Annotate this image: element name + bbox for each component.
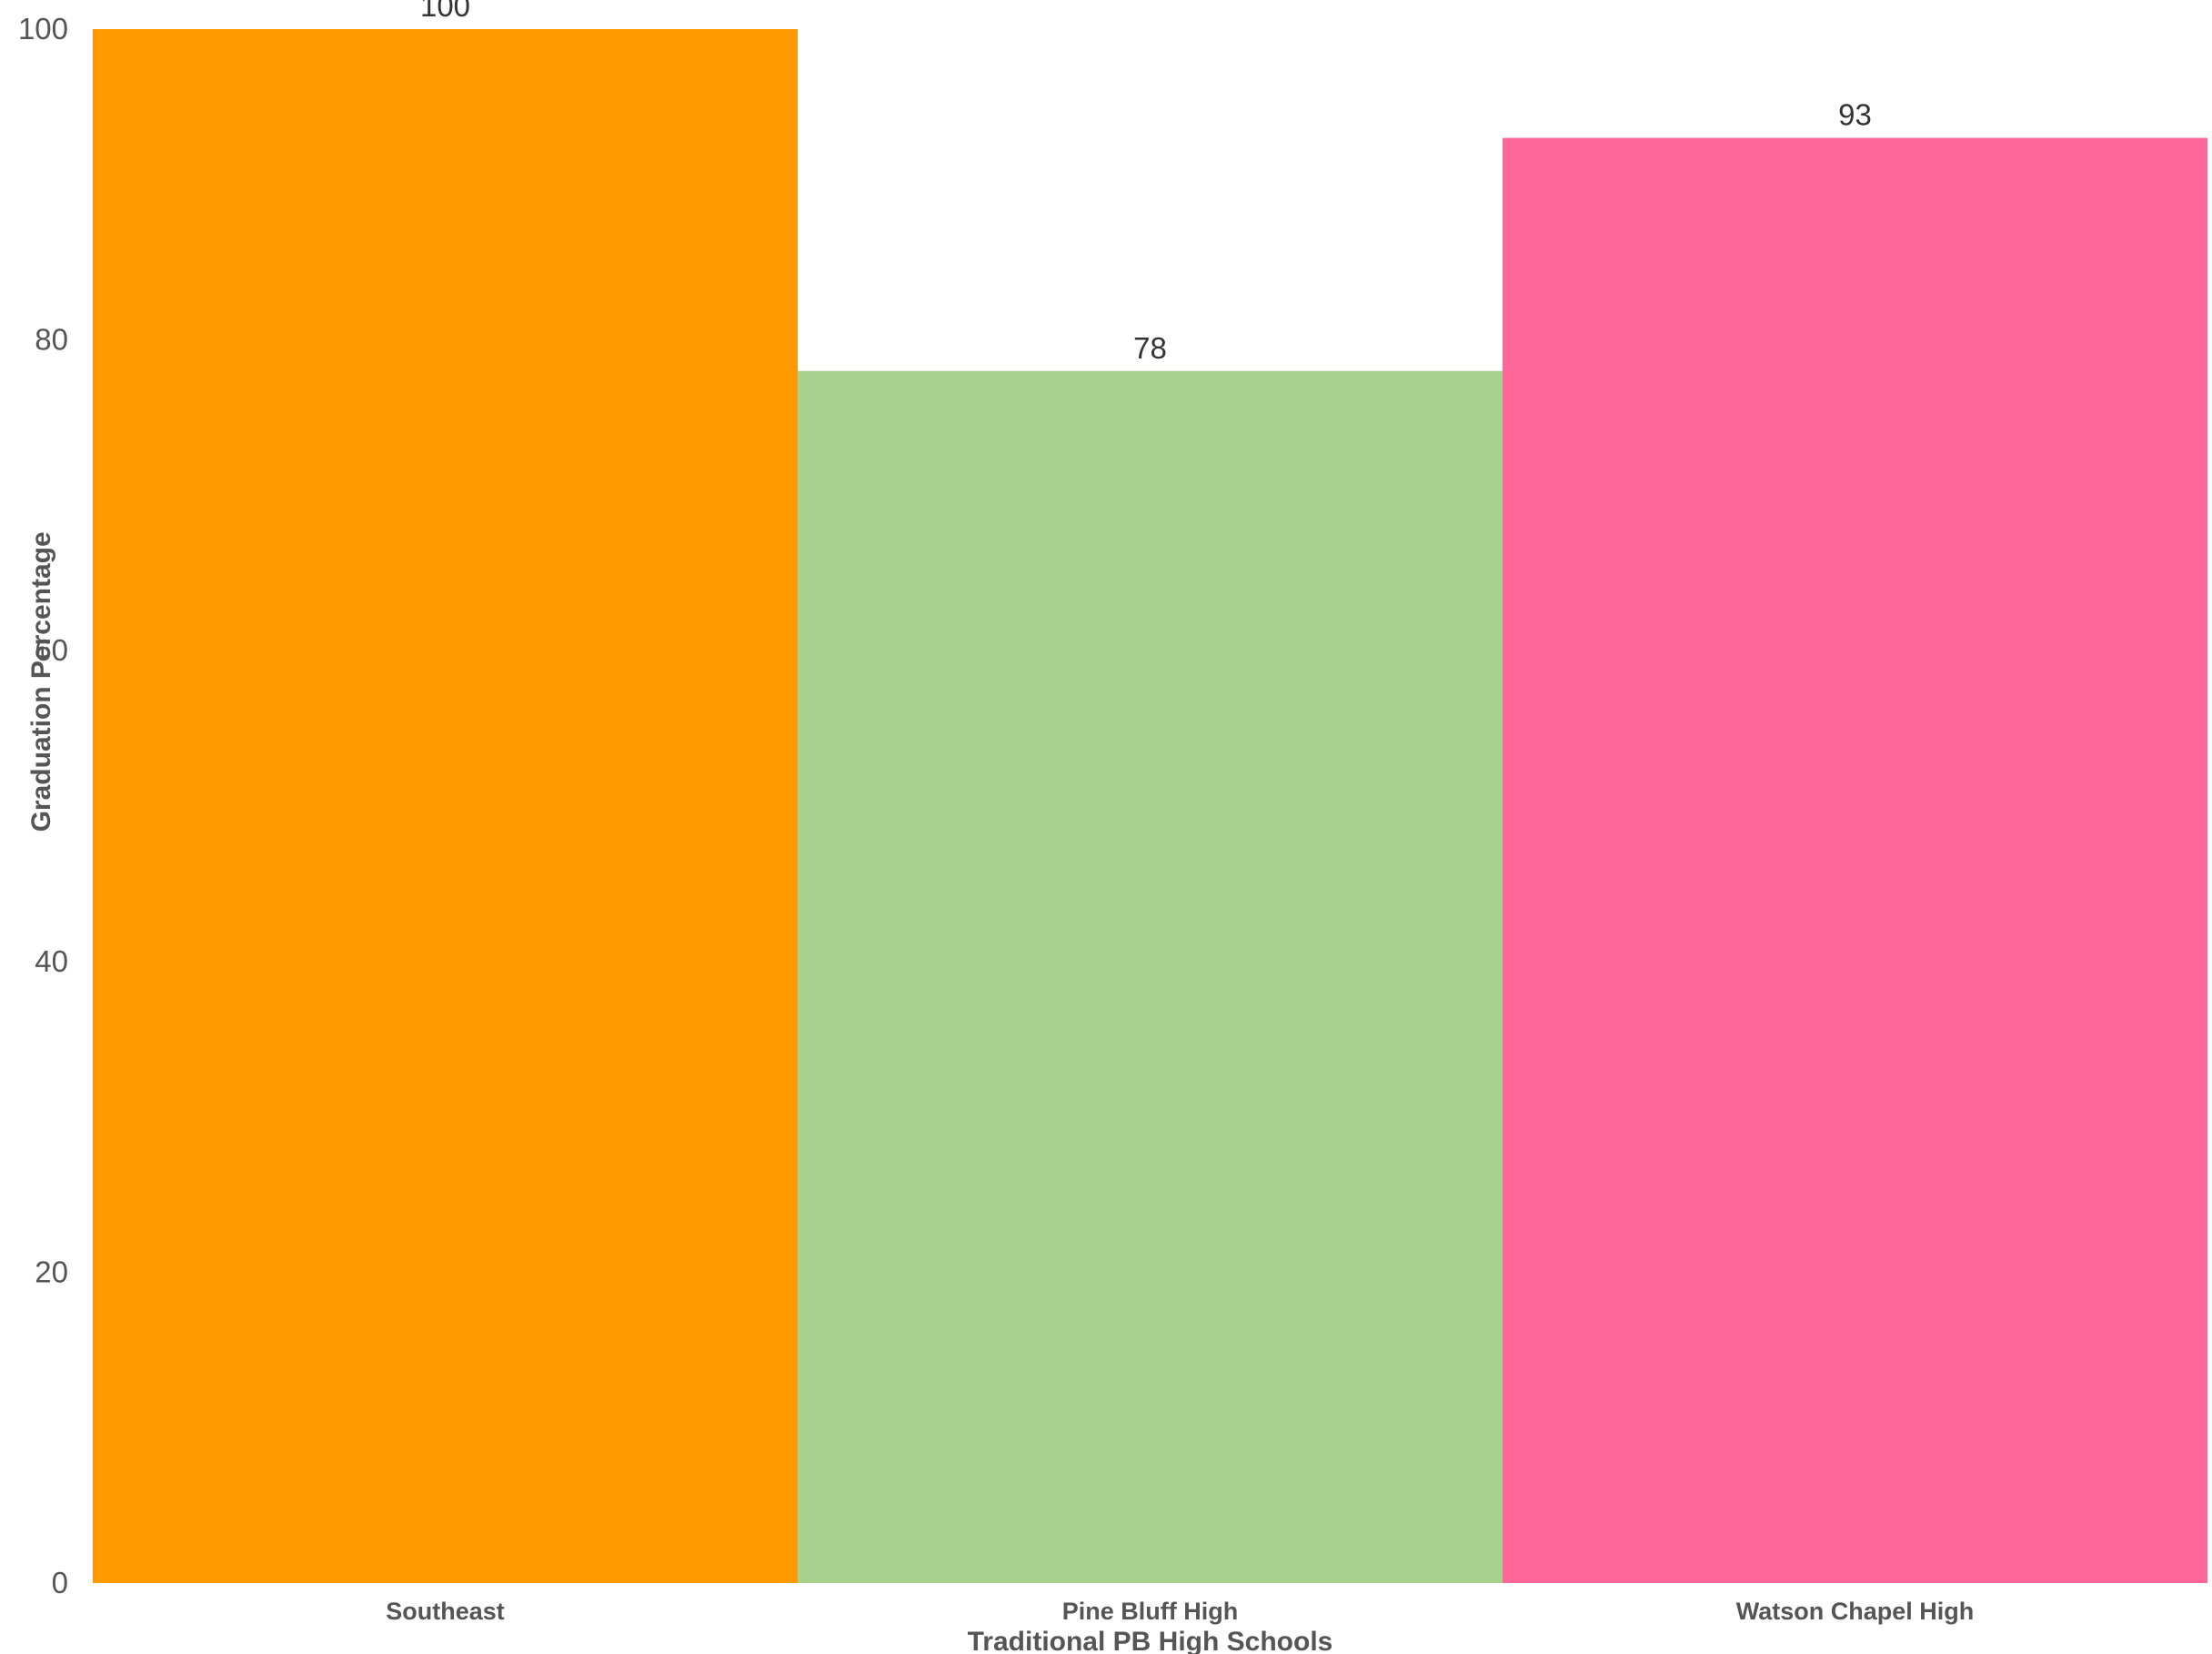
x-tick-label: Southeast [386,1598,505,1625]
bar [798,370,1503,1583]
y-tick-label: 20 [35,1255,68,1288]
bar [1503,137,2207,1583]
y-tick-label: 40 [35,944,68,978]
bar-value-label: 93 [1838,98,1872,132]
y-tick-label: 60 [35,633,68,667]
x-axis-ticks: Southeast Pine Bluff High Watson Chapel Hi… [386,1598,1974,1625]
x-tick-label: Watson Chapel High [1736,1598,1975,1625]
bar-value-label: 78 [1133,331,1167,365]
x-tick-label: Pine Bluff High [1062,1598,1238,1625]
y-tick-label: 0 [52,1566,68,1599]
x-axis-title: Traditional PB High Schools [968,1627,1333,1654]
data-labels-group: 100 78 93 [420,0,1872,365]
y-tick-label: 80 [35,323,68,357]
y-axis-title: Graduation Percentage [26,531,56,832]
bars-group [93,29,2207,1583]
bar [93,29,798,1583]
y-tick-label: 100 [18,12,68,45]
bar-value-label: 100 [420,0,470,23]
y-axis-ticks: 0 20 40 60 80 100 [18,12,68,1599]
